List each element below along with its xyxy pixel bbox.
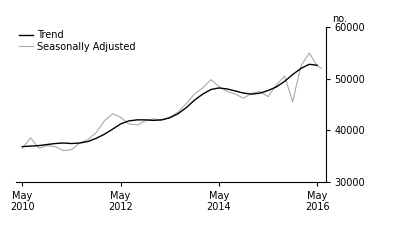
Trend	[151, 119, 156, 122]
Seasonally Adjusted	[160, 118, 164, 121]
Seasonally Adjusted	[184, 102, 189, 105]
Trend	[192, 99, 197, 102]
Seasonally Adjusted	[241, 97, 246, 100]
Seasonally Adjusted	[86, 138, 91, 141]
Trend	[160, 118, 164, 121]
Seasonally Adjusted	[168, 116, 172, 119]
Trend	[44, 143, 49, 146]
Trend	[249, 93, 254, 96]
Seasonally Adjusted	[44, 144, 49, 147]
Trend	[307, 63, 312, 66]
Seasonally Adjusted	[53, 145, 58, 148]
Seasonally Adjusted	[28, 136, 33, 139]
Trend	[216, 86, 221, 89]
Trend	[94, 137, 98, 140]
Trend	[299, 67, 303, 70]
Seasonally Adjusted	[143, 120, 148, 122]
Trend	[53, 142, 58, 145]
Trend	[20, 145, 25, 148]
Seasonally Adjusted	[192, 93, 197, 96]
Trend	[315, 64, 320, 67]
Seasonally Adjusted	[20, 147, 25, 150]
Trend	[37, 144, 41, 147]
Seasonally Adjusted	[319, 67, 324, 70]
Trend	[241, 92, 246, 94]
Seasonally Adjusted	[307, 52, 312, 54]
Seasonally Adjusted	[176, 111, 181, 114]
Trend	[86, 140, 91, 143]
Trend	[69, 142, 74, 145]
Seasonally Adjusted	[266, 95, 270, 98]
Trend	[143, 118, 148, 121]
Seasonally Adjusted	[69, 148, 74, 151]
Trend	[184, 106, 189, 109]
Trend	[209, 88, 214, 91]
Seasonally Adjusted	[282, 75, 287, 77]
Seasonally Adjusted	[151, 117, 156, 120]
Seasonally Adjusted	[209, 78, 214, 81]
Legend: Trend, Seasonally Adjusted: Trend, Seasonally Adjusted	[19, 30, 136, 52]
Trend	[258, 92, 262, 94]
Trend	[200, 93, 205, 96]
Trend	[28, 145, 33, 148]
Seasonally Adjusted	[290, 101, 295, 103]
Trend	[110, 128, 115, 131]
Seasonally Adjusted	[118, 116, 123, 119]
Line: Trend: Trend	[22, 64, 317, 147]
Trend	[225, 88, 229, 90]
Trend	[282, 80, 287, 83]
Seasonally Adjusted	[127, 123, 131, 125]
Trend	[102, 133, 107, 136]
Trend	[290, 73, 295, 76]
Text: no.: no.	[332, 15, 347, 25]
Trend	[77, 142, 82, 144]
Trend	[233, 90, 238, 92]
Seasonally Adjusted	[216, 85, 221, 88]
Trend	[118, 123, 123, 125]
Seasonally Adjusted	[225, 90, 229, 93]
Seasonally Adjusted	[102, 120, 107, 122]
Seasonally Adjusted	[94, 131, 98, 134]
Trend	[61, 142, 66, 144]
Trend	[168, 116, 172, 119]
Seasonally Adjusted	[200, 86, 205, 89]
Seasonally Adjusted	[249, 92, 254, 94]
Seasonally Adjusted	[61, 149, 66, 152]
Trend	[176, 112, 181, 115]
Seasonally Adjusted	[233, 93, 238, 96]
Seasonally Adjusted	[37, 147, 41, 150]
Seasonally Adjusted	[135, 124, 140, 126]
Seasonally Adjusted	[110, 112, 115, 115]
Trend	[127, 120, 131, 122]
Trend	[135, 118, 140, 121]
Seasonally Adjusted	[315, 64, 320, 67]
Trend	[266, 89, 270, 92]
Seasonally Adjusted	[274, 84, 279, 86]
Seasonally Adjusted	[299, 64, 303, 67]
Seasonally Adjusted	[77, 142, 82, 144]
Trend	[274, 86, 279, 88]
Seasonally Adjusted	[258, 90, 262, 93]
Line: Seasonally Adjusted: Seasonally Adjusted	[22, 53, 322, 151]
